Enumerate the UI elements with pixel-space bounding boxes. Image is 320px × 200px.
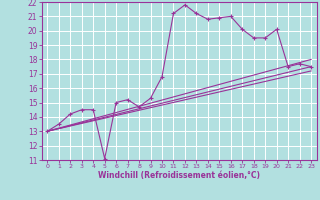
- X-axis label: Windchill (Refroidissement éolien,°C): Windchill (Refroidissement éolien,°C): [98, 171, 260, 180]
